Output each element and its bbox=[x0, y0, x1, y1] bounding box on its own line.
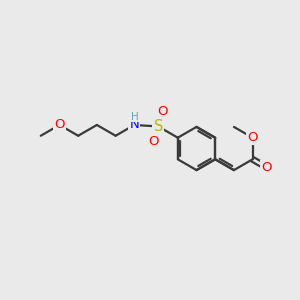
Text: O: O bbox=[261, 160, 272, 174]
Text: S: S bbox=[154, 119, 163, 134]
Text: N: N bbox=[129, 118, 139, 131]
Text: O: O bbox=[248, 131, 258, 144]
Text: O: O bbox=[54, 118, 65, 131]
Text: O: O bbox=[148, 135, 159, 148]
Text: H: H bbox=[131, 112, 139, 122]
Text: O: O bbox=[158, 105, 168, 118]
